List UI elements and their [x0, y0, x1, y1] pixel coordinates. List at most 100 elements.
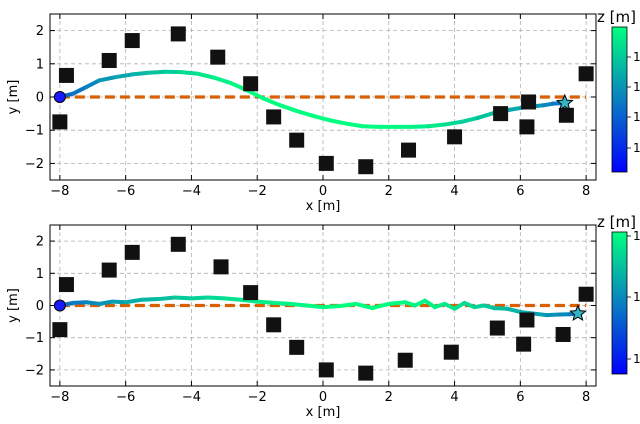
- start-marker: [53, 91, 66, 103]
- obstacle-marker: [243, 76, 259, 92]
- trajectory-segment: [84, 78, 102, 90]
- y-tick-label: 1: [36, 57, 44, 72]
- x-tick-label: 0: [319, 184, 327, 199]
- y-tick-label: 0: [36, 299, 44, 314]
- trajectory-segment: [189, 295, 210, 301]
- x-tick-label: −6: [116, 184, 135, 199]
- x-axis-label: x [m]: [306, 405, 341, 420]
- y-tick-label: −2: [25, 157, 44, 172]
- trajectory-segment: [71, 85, 89, 96]
- obstacle-marker: [519, 312, 535, 328]
- x-tick-label: 8: [582, 390, 590, 405]
- trajectory-segment: [196, 71, 217, 80]
- x-tick-label: 8: [582, 184, 590, 199]
- y-tick-label: −1: [25, 331, 44, 346]
- x-tick-label: −2: [248, 390, 267, 405]
- obstacle-marker: [489, 320, 505, 336]
- colorbar-label: z [m]: [597, 213, 636, 231]
- obstacle-marker: [358, 365, 374, 381]
- obstacle-marker: [52, 322, 68, 338]
- trajectory-segment: [492, 306, 510, 311]
- obstacle-marker: [443, 344, 459, 360]
- trajectory-segment: [71, 300, 89, 305]
- trajectory-segment: [386, 300, 408, 306]
- trajectory-segment: [212, 75, 233, 86]
- colorbar-tick-label: 1: [633, 229, 640, 243]
- top-panel: −8 −6 −4 −2 0 2 4 6 8 −2 −1 0 1 2 x [m] y [m] z [m] 1 1 1 1: [6, 8, 640, 214]
- obstacle-marker: [101, 262, 117, 278]
- trajectory-segment: [337, 301, 358, 309]
- trajectory-segment: [278, 103, 299, 113]
- x-tick-label: 4: [450, 184, 458, 199]
- colorbar-tick-label: 1: [633, 110, 640, 124]
- obstacle-marker: [101, 52, 117, 68]
- y-tick-label: 2: [36, 24, 44, 39]
- trajectory-segment: [179, 70, 201, 76]
- obstacle-marker: [170, 236, 186, 252]
- obstacle-marker: [318, 155, 334, 171]
- trajectory-segment: [544, 312, 562, 318]
- obstacle-marker: [519, 119, 535, 135]
- colorbar: [611, 231, 628, 375]
- trajectory-segment: [172, 295, 194, 301]
- y-tick-label: −2: [25, 363, 44, 378]
- trajectory-segment: [475, 110, 497, 120]
- y-tick-label: 0: [36, 91, 44, 106]
- trajectory-segment: [97, 299, 115, 306]
- x-axis-label: x [m]: [306, 199, 341, 214]
- trajectory-segment: [205, 295, 227, 301]
- colorbar-tick-label: 1: [633, 141, 640, 155]
- trajectory-segment: [156, 295, 177, 302]
- obstacles: [52, 236, 594, 381]
- trajectory-segment: [113, 72, 135, 80]
- obstacle-marker: [58, 67, 74, 83]
- trajectory-segment: [97, 75, 118, 83]
- obstacle-marker: [558, 107, 574, 123]
- trajectory-segment: [311, 113, 332, 123]
- colorbar-label: z [m]: [597, 8, 636, 26]
- trajectory-segment: [245, 88, 266, 101]
- trajectory-segment: [360, 124, 381, 129]
- obstacle-marker: [243, 285, 259, 301]
- obstacle-marker: [266, 109, 282, 125]
- x-tick-label: −8: [50, 390, 69, 405]
- x-tick-label: −4: [182, 184, 201, 199]
- trajectory-segment: [288, 301, 309, 308]
- trajectory-segment: [353, 301, 375, 311]
- trajectory-segment: [130, 70, 151, 77]
- obstacle-marker: [397, 352, 413, 368]
- colorbar-tick-label: 1: [633, 352, 640, 366]
- x-tick-label: 2: [385, 184, 393, 199]
- trajectory-segment: [442, 119, 464, 127]
- obstacle-marker: [555, 326, 571, 342]
- x-tick-label: −4: [182, 390, 201, 405]
- trajectory-segment: [255, 299, 276, 305]
- y-tick-label: 2: [36, 235, 44, 250]
- y-tick-label: −1: [25, 124, 44, 139]
- trajectory-segment: [409, 124, 431, 129]
- obstacle-marker: [521, 94, 537, 110]
- obstacle-marker: [493, 106, 509, 122]
- trajectory-segment: [123, 297, 145, 305]
- obstacle-marker: [578, 286, 594, 302]
- obstacle-marker: [124, 33, 140, 49]
- y-tick-label: 1: [36, 267, 44, 282]
- obstacle-marker: [318, 362, 334, 378]
- obstacle-marker: [52, 114, 68, 130]
- trajectory-segment: [84, 300, 102, 306]
- trajectory-segment: [140, 297, 161, 302]
- trajectory-segment: [505, 306, 523, 314]
- trajectory: [57, 69, 567, 129]
- trajectory-segment: [344, 121, 365, 129]
- goal-marker: [569, 304, 587, 322]
- obstacle-marker: [447, 129, 463, 145]
- obstacle-marker: [213, 259, 229, 275]
- y-axis-label: y [m]: [6, 80, 21, 115]
- trajectory-segment: [459, 115, 480, 124]
- obstacle-marker: [401, 142, 417, 158]
- colorbar-tick-label: 1: [633, 80, 640, 94]
- x-tick-label: 2: [385, 390, 393, 405]
- obstacles: [52, 26, 594, 175]
